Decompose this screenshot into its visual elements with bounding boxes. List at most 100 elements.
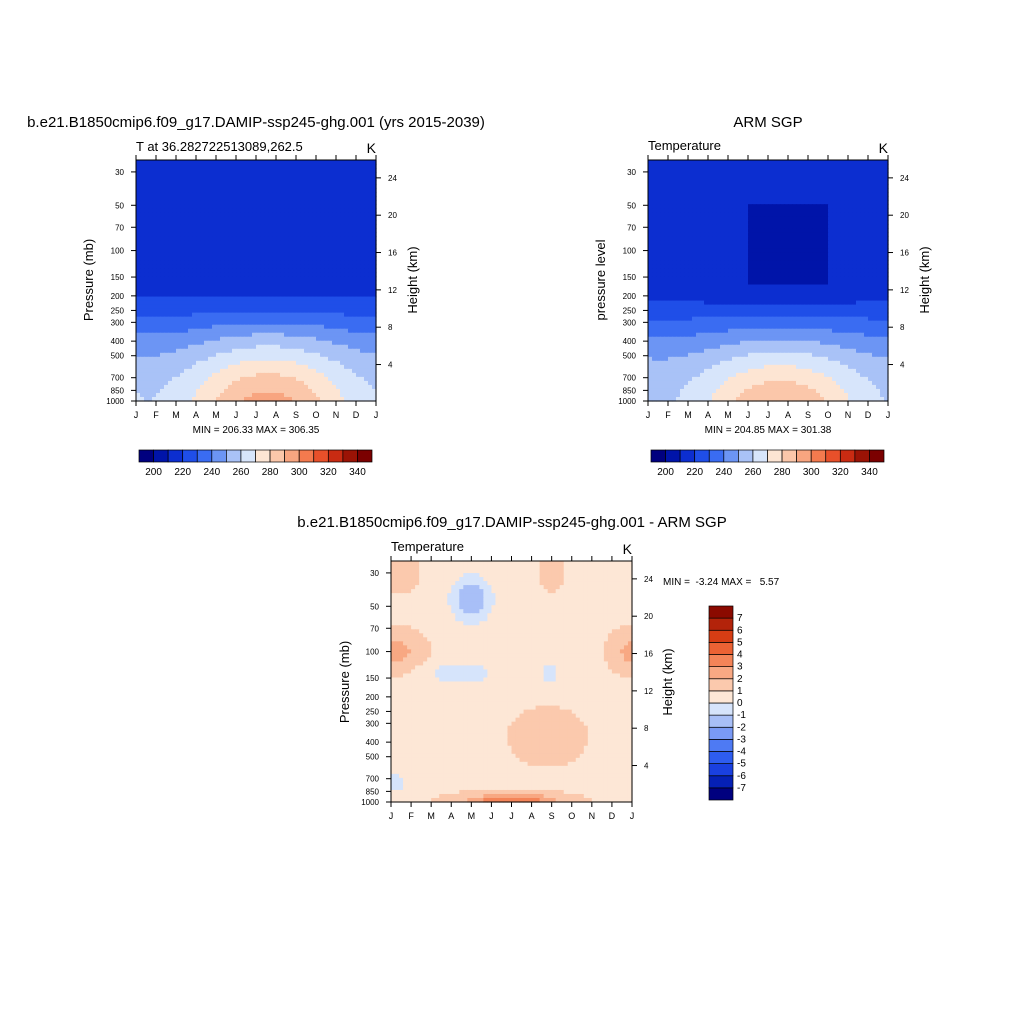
field-cell xyxy=(708,220,713,225)
field-cell xyxy=(280,320,285,326)
field-cell xyxy=(656,208,661,213)
field-cell xyxy=(828,228,833,233)
field-cell xyxy=(272,176,277,181)
field-cell xyxy=(188,188,193,193)
field-cell xyxy=(276,292,281,298)
field-cell xyxy=(212,220,217,225)
field-cell xyxy=(164,312,169,318)
field-cell xyxy=(648,244,653,249)
field-cell xyxy=(656,196,661,201)
field-cell xyxy=(140,292,145,298)
field-cell xyxy=(348,272,353,278)
field-cell xyxy=(744,176,749,181)
field-cell xyxy=(304,276,309,282)
field-cell xyxy=(720,228,725,233)
field-cell xyxy=(344,384,349,390)
field-cell xyxy=(872,204,877,209)
field-cell xyxy=(148,288,153,294)
field-cell xyxy=(364,340,369,346)
field-cell xyxy=(676,212,681,217)
field-cell xyxy=(236,372,241,378)
field-cell xyxy=(768,228,773,233)
field-cell xyxy=(280,184,285,189)
field-cell xyxy=(772,224,777,229)
field-cell xyxy=(336,316,341,322)
field-cell xyxy=(156,204,161,209)
field-cell xyxy=(172,300,177,306)
field-cell xyxy=(740,216,745,221)
field-cell xyxy=(356,328,361,334)
field-cell xyxy=(668,160,673,165)
field-cell xyxy=(204,388,209,394)
field-cell xyxy=(188,384,193,390)
field-cell xyxy=(204,248,209,253)
field-cell xyxy=(688,196,693,201)
field-cell xyxy=(136,256,141,262)
field-cell xyxy=(656,188,661,193)
field-cell xyxy=(172,212,177,217)
field-cell xyxy=(712,192,717,197)
field-cell xyxy=(364,280,369,286)
field-cell xyxy=(152,320,157,326)
field-cell xyxy=(180,244,185,249)
field-cell xyxy=(136,344,141,350)
field-cell xyxy=(300,268,305,274)
field-cell xyxy=(320,216,325,221)
field-cell xyxy=(332,332,337,338)
field-cell xyxy=(168,308,173,314)
field-cell xyxy=(800,192,805,197)
field-cell xyxy=(692,216,697,221)
field-cell xyxy=(328,336,333,342)
field-cell xyxy=(248,332,253,338)
field-cell xyxy=(696,188,701,193)
field-cell xyxy=(676,240,681,245)
field-cell xyxy=(192,344,197,350)
field-cell xyxy=(344,292,349,298)
x-tick-label: A xyxy=(193,410,199,420)
field-cell xyxy=(724,184,729,189)
field-cell xyxy=(160,380,165,386)
field-cell xyxy=(284,196,289,201)
field-cell xyxy=(276,280,281,286)
field-cell xyxy=(832,232,837,237)
field-cell xyxy=(336,168,341,173)
field-cell xyxy=(356,392,361,398)
field-cell xyxy=(204,256,209,262)
field-cell xyxy=(148,360,153,366)
field-cell xyxy=(248,224,253,229)
field-cell xyxy=(820,216,825,221)
field-cell xyxy=(192,352,197,358)
field-cell xyxy=(736,168,741,173)
field-cell xyxy=(284,304,289,310)
field-cell xyxy=(764,172,769,177)
field-cell xyxy=(176,336,181,342)
field-cell xyxy=(172,308,177,314)
field-cell xyxy=(348,212,353,217)
field-cell xyxy=(764,204,769,209)
field-cell xyxy=(240,288,245,294)
field-cell xyxy=(252,172,257,177)
field-cell xyxy=(684,164,689,169)
field-cell xyxy=(188,256,193,262)
field-cell xyxy=(156,228,161,233)
field-cell xyxy=(156,208,161,213)
field-cell xyxy=(340,348,345,354)
field-cell xyxy=(164,280,169,286)
field-cell xyxy=(664,232,669,237)
field-cell xyxy=(200,328,205,334)
field-cell xyxy=(288,324,293,330)
field-cell xyxy=(216,216,221,221)
field-cell xyxy=(308,396,313,402)
field-cell xyxy=(364,372,369,378)
field-cell xyxy=(720,184,725,189)
field-cell xyxy=(252,292,257,298)
field-cell xyxy=(800,224,805,229)
field-cell xyxy=(156,192,161,197)
field-cell xyxy=(788,160,793,165)
field-cell xyxy=(868,164,873,169)
field-cell xyxy=(344,352,349,358)
field-cell xyxy=(288,368,293,374)
field-cell xyxy=(252,260,257,266)
field-cell xyxy=(344,164,349,169)
field-cell xyxy=(792,240,797,245)
